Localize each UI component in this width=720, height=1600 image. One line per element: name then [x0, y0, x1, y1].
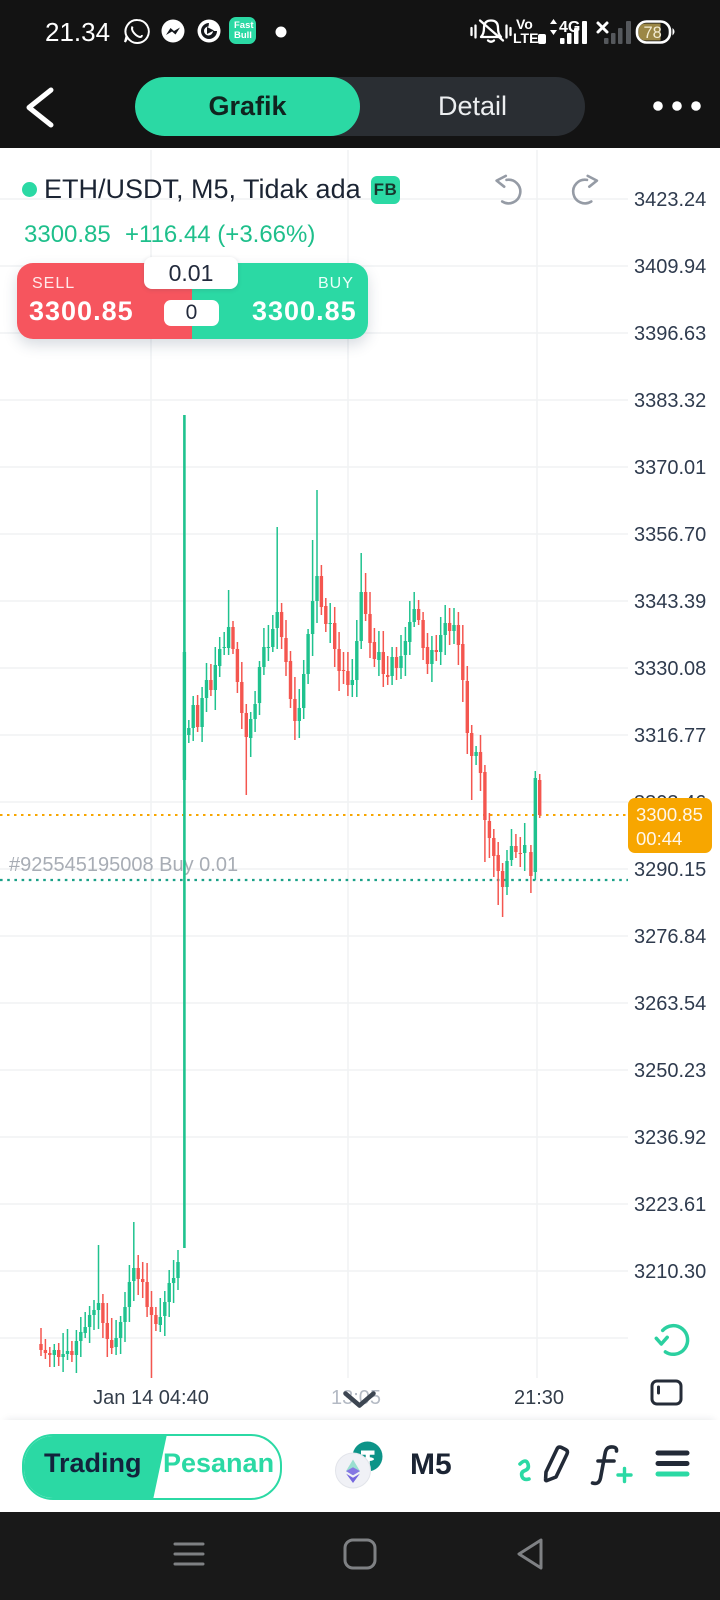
- svg-text:3263.54: 3263.54: [634, 993, 706, 1015]
- svg-text:3409.94: 3409.94: [634, 256, 706, 278]
- svg-text:Vo: Vo: [516, 16, 533, 32]
- svg-text:3330.08: 3330.08: [634, 658, 706, 680]
- svg-text:3290.15: 3290.15: [634, 859, 706, 881]
- svg-text:LTE: LTE: [513, 30, 538, 46]
- svg-text:3316.77: 3316.77: [634, 725, 706, 747]
- svg-text:#925545195008 Buy 0.01: #925545195008 Buy 0.01: [9, 854, 238, 876]
- svg-text:3300.85: 3300.85: [636, 804, 703, 825]
- svg-text:3370.01: 3370.01: [634, 457, 706, 479]
- svg-text:78: 78: [644, 24, 662, 42]
- svg-text:3250.23: 3250.23: [634, 1060, 706, 1082]
- svg-text:3236.92: 3236.92: [634, 1127, 706, 1149]
- svg-text:00:44: 00:44: [636, 828, 682, 849]
- svg-text:3356.70: 3356.70: [634, 524, 706, 546]
- svg-text:3276.84: 3276.84: [634, 926, 706, 948]
- svg-text:3396.63: 3396.63: [634, 323, 706, 345]
- svg-text:3423.24: 3423.24: [634, 189, 706, 211]
- svg-text:Bull: Bull: [234, 30, 252, 41]
- svg-text:3383.32: 3383.32: [634, 390, 706, 412]
- svg-text:3223.61: 3223.61: [634, 1194, 706, 1216]
- svg-text:21:30: 21:30: [514, 1387, 564, 1409]
- svg-text:3343.39: 3343.39: [634, 591, 706, 613]
- svg-text:Jan 14 04:40: Jan 14 04:40: [93, 1387, 209, 1409]
- svg-text:13:05: 13:05: [331, 1387, 381, 1409]
- svg-text:Fast: Fast: [234, 20, 254, 31]
- svg-text:3210.30: 3210.30: [634, 1261, 706, 1283]
